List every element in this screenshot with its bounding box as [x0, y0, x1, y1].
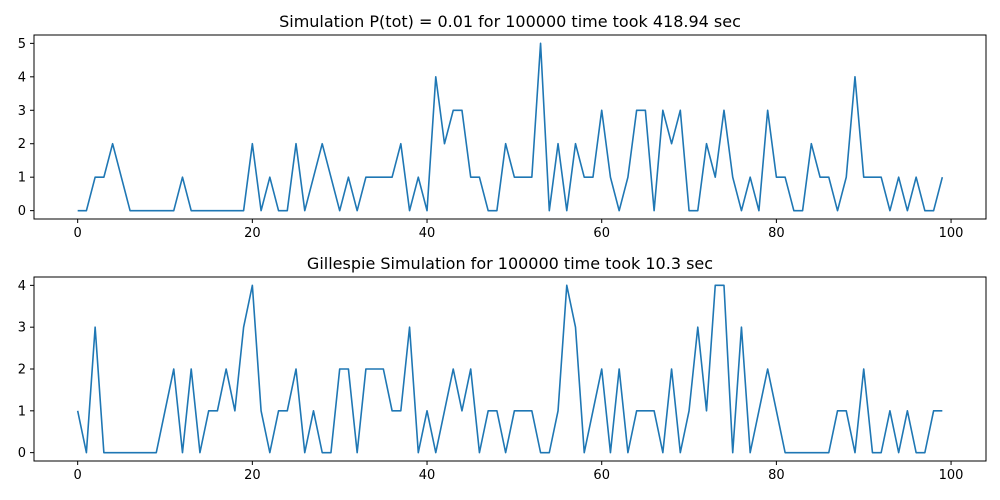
bottom-x-tick-label: 20 [244, 468, 261, 483]
bottom-plot-panel: Gillespie Simulation for 100000 time too… [18, 254, 987, 483]
top-y-tick-label: 0 [18, 204, 26, 219]
top-series-line [77, 42, 944, 212]
bottom-y-tick-label: 0 [18, 446, 26, 461]
bottom-x-tick-label: 40 [419, 468, 436, 483]
bottom-y-tick-label: 1 [18, 404, 26, 419]
top-x-tick-label: 100 [939, 226, 964, 241]
top-y-tick-label: 4 [18, 70, 26, 85]
top-y-tick-label: 5 [18, 37, 26, 52]
top-x-tick-label: 0 [74, 226, 82, 241]
top-x-tick-label: 80 [768, 226, 785, 241]
top-x-tick-label: 60 [593, 226, 610, 241]
top-y-tick-label: 1 [18, 171, 26, 186]
bottom-y-tick-label: 4 [18, 279, 26, 294]
bottom-plot-title: Gillespie Simulation for 100000 time too… [307, 254, 713, 273]
top-plot-panel: Simulation P(tot) = 0.01 for 100000 time… [18, 12, 987, 241]
bottom-y-tick-label: 3 [18, 321, 26, 336]
top-y-tick-label: 2 [18, 137, 26, 152]
top-axes-frame [33, 34, 987, 220]
bottom-y-tick-label: 2 [18, 363, 26, 378]
bottom-x-tick-label: 100 [939, 468, 964, 483]
top-x-tick-label: 40 [419, 226, 436, 241]
bottom-x-tick-label: 80 [768, 468, 785, 483]
bottom-x-tick-label: 60 [593, 468, 610, 483]
bottom-series-line [76, 284, 943, 454]
top-x-tick-label: 20 [244, 226, 261, 241]
bottom-x-tick-label: 0 [74, 468, 82, 483]
top-y-tick-label: 3 [18, 104, 26, 119]
top-plot-title: Simulation P(tot) = 0.01 for 100000 time… [279, 12, 741, 31]
